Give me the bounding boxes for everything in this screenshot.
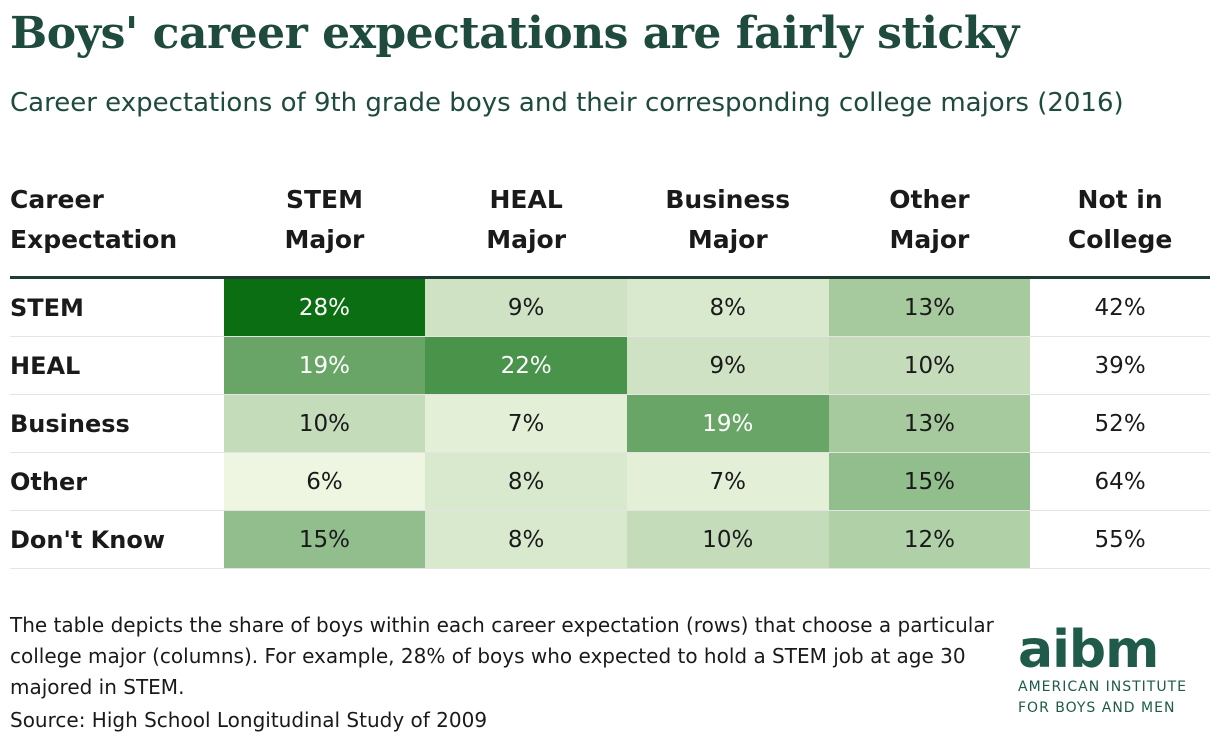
- heatmap-cell: 13%: [828, 279, 1031, 336]
- table-row: Business 10% 7% 19% 13% 52%: [10, 395, 1210, 453]
- column-header-line1: Not in: [1077, 185, 1163, 214]
- heatmap-cell: 55%: [1030, 511, 1210, 568]
- heatmap-cell: 7%: [425, 395, 627, 452]
- logo-wordmark: aibm: [1018, 620, 1159, 680]
- heatmap-cell: 42%: [1030, 279, 1210, 336]
- heatmap-cell: 15%: [828, 453, 1031, 510]
- footnote: The table depicts the share of boys with…: [10, 613, 994, 699]
- table-row: STEM 28% 9% 8% 13% 42%: [10, 279, 1210, 337]
- heatmap-cell: 64%: [1030, 453, 1210, 510]
- column-header-business: Business Major: [627, 180, 829, 276]
- heatmap-cell: 12%: [828, 511, 1031, 568]
- header-row: Career Expectation STEM Major HEAL Major…: [10, 180, 1210, 276]
- column-header-line2: Major: [889, 225, 970, 254]
- column-header-line1: STEM: [285, 185, 363, 214]
- column-header-not-in-college: Not in College: [1030, 180, 1210, 276]
- heatmap-cell: 19%: [223, 337, 426, 394]
- heatmap-cell: 9%: [626, 337, 829, 394]
- row-label: Don't Know: [10, 526, 166, 554]
- column-header-line1: Other: [889, 185, 970, 214]
- heatmap-cell: 9%: [425, 279, 627, 336]
- row-header-line1: Career: [10, 185, 104, 214]
- heatmap-cell: 22%: [425, 337, 627, 394]
- heatmap-cell: 10%: [828, 337, 1031, 394]
- heatmap-cell: 15%: [223, 511, 426, 568]
- heatmap-table: Career Expectation STEM Major HEAL Major…: [10, 180, 1210, 569]
- logo-line-2: FOR BOYS AND MEN: [1018, 700, 1176, 716]
- heatmap-cell: 39%: [1030, 337, 1210, 394]
- heatmap-cell: 8%: [425, 511, 627, 568]
- aibm-logo: aibm AMERICAN INSTITUTE FOR BOYS AND MEN: [1018, 624, 1208, 718]
- column-header-line1: HEAL: [489, 185, 563, 214]
- table-row: Other 6% 8% 7% 15% 64%: [10, 453, 1210, 511]
- logo-line-1: AMERICAN INSTITUTE: [1018, 679, 1187, 695]
- column-header-line2: College: [1067, 225, 1173, 254]
- row-label: HEAL: [10, 352, 81, 380]
- column-header-heal: HEAL Major: [425, 180, 627, 276]
- row-header-line2: Expectation: [10, 225, 178, 254]
- row-header: Career Expectation: [10, 180, 224, 276]
- column-header-line1: Business: [665, 185, 791, 214]
- heatmap-cell: 13%: [828, 395, 1031, 452]
- heatmap-cell: 8%: [425, 453, 627, 510]
- column-header-stem: STEM Major: [224, 180, 426, 276]
- table-body: STEM 28% 9% 8% 13% 42% HEAL 19% 22% 9% 10% 39% Busin…: [10, 279, 1210, 569]
- heatmap-cell: 8%: [626, 279, 829, 336]
- column-header-other: Other Major: [829, 180, 1031, 276]
- heatmap-cell: 19%: [626, 395, 829, 452]
- heatmap-cell: 10%: [223, 395, 426, 452]
- column-header-line2: Major: [284, 225, 365, 254]
- chart-title: Boys' career expectations are fairly sti…: [10, 8, 1019, 59]
- heatmap-cell: 10%: [626, 511, 829, 568]
- column-header-line2: Major: [486, 225, 567, 254]
- table-row: HEAL 19% 22% 9% 10% 39%: [10, 337, 1210, 395]
- table-row: Don't Know 15% 8% 10% 12% 55%: [10, 511, 1210, 569]
- source-note: Source: High School Longitudinal Study o…: [10, 708, 488, 732]
- chart-subtitle: Career expectations of 9th grade boys an…: [10, 88, 1124, 118]
- heatmap-cell: 28%: [223, 279, 426, 336]
- row-label: STEM: [10, 294, 84, 322]
- heatmap-cell: 7%: [626, 453, 829, 510]
- heatmap-cell: 6%: [223, 453, 426, 510]
- heatmap-cell: 52%: [1030, 395, 1210, 452]
- column-header-line2: Major: [687, 225, 768, 254]
- row-label: Other: [10, 468, 88, 496]
- row-label: Business: [10, 410, 130, 438]
- header-rule: [10, 276, 1210, 279]
